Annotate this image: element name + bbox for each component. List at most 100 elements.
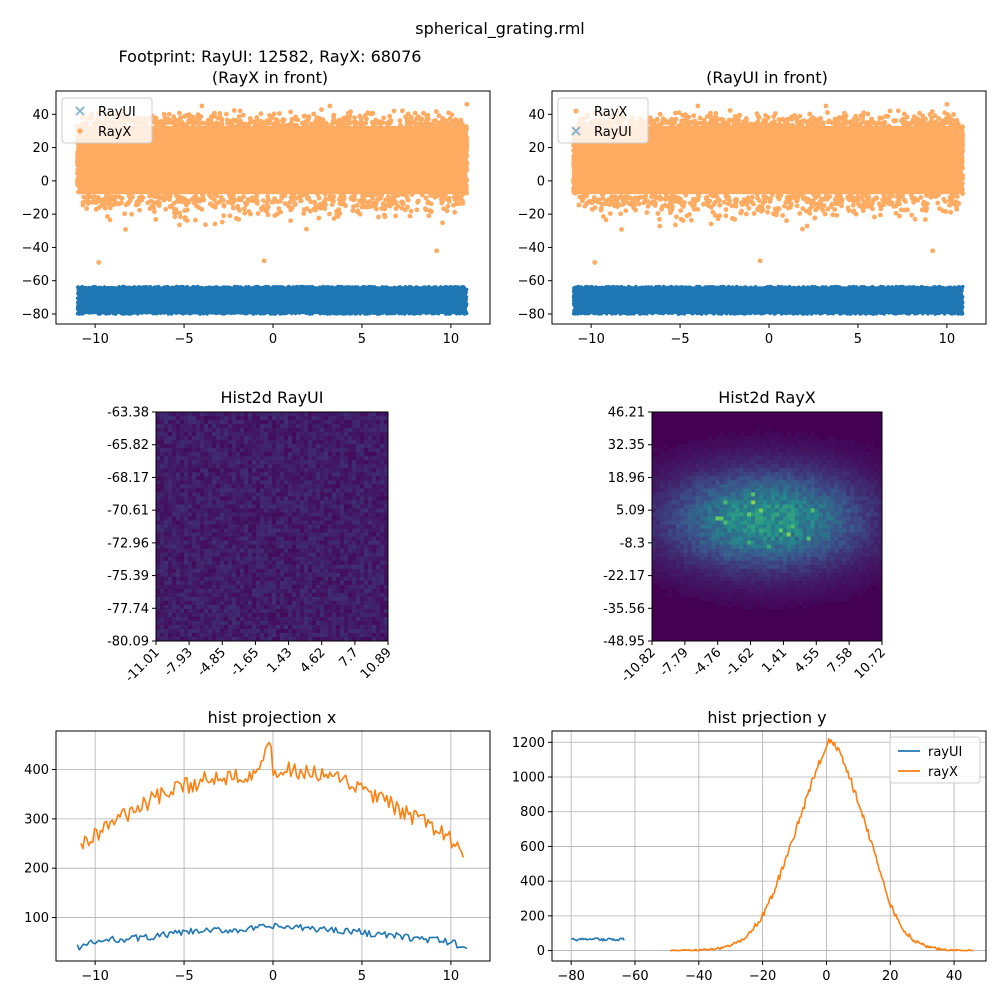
heatmap-cell: [360, 468, 365, 473]
heatmap-cell: [356, 432, 361, 437]
rayx-point: [771, 211, 776, 217]
heatmap-cell: [280, 412, 285, 417]
rayui-point: [166, 311, 171, 315]
rayx-point: [265, 212, 271, 218]
heatmap-cell: [264, 460, 269, 465]
heatmap-cell: [332, 492, 337, 497]
rayx-point: [880, 197, 885, 203]
heatmap-cell: [284, 432, 289, 437]
heatmap-cell: [336, 480, 341, 485]
heatmap-cell: [192, 428, 197, 433]
rayx-point: [197, 198, 203, 204]
rayx-point: [948, 209, 954, 215]
rayx-point: [607, 202, 613, 208]
heatmap-cell: [168, 468, 173, 473]
rayui-point: [869, 285, 873, 290]
rayui-point: [162, 311, 167, 315]
heatmap-cell: [164, 416, 169, 421]
rayx-point: [150, 193, 155, 199]
rayui-point: [332, 312, 336, 316]
heatmap-cell: [244, 476, 249, 481]
rayui-point: [393, 312, 397, 316]
rayx-point: [241, 206, 247, 212]
heatmap-cell: [360, 496, 365, 501]
heatmap-cell: [324, 440, 329, 445]
heatmap-cell: [372, 416, 377, 421]
legend-label-rayui: RayUI: [98, 105, 136, 120]
heatmap-cell: [292, 460, 297, 465]
p2-ytick-label: 40: [528, 108, 545, 123]
rayui-point: [108, 311, 112, 315]
heatmap-cell: [304, 484, 309, 489]
rayx-point: [428, 193, 433, 198]
heatmap-cell: [368, 480, 373, 485]
rayui-point: [669, 285, 674, 289]
heatmap-cell: [216, 440, 221, 445]
heatmap-cell: [252, 444, 257, 449]
heatmap-cell: [296, 432, 301, 437]
heatmap-cell: [172, 472, 177, 477]
heatmap-cell: [172, 420, 177, 425]
rayx-point: [280, 118, 286, 123]
heatmap-cell: [232, 496, 237, 501]
heatmap-cell: [360, 480, 365, 485]
heatmap-cell: [352, 424, 357, 429]
rayui-point: [77, 292, 81, 296]
rayui-point: [442, 285, 446, 289]
rayx-point: [99, 199, 105, 205]
rayx-point: [644, 198, 650, 204]
rayx-point: [371, 122, 376, 127]
heatmap-cell: [344, 452, 349, 457]
heatmap-cell: [160, 452, 165, 457]
heatmap-cell: [168, 464, 173, 469]
heatmap-cell: [288, 420, 293, 425]
rayx-point: [395, 192, 401, 198]
heatmap-cell: [264, 472, 269, 477]
rayx-point: [826, 118, 832, 124]
rayui-point: [731, 286, 735, 290]
heatmap-cell: [240, 412, 245, 417]
p2-ytick-label: −60: [518, 274, 545, 289]
rayx-point: [107, 217, 113, 223]
rayui-point: [722, 284, 726, 289]
rayui-point: [932, 285, 936, 289]
heatmap-cell: [380, 416, 385, 421]
heatmap-cell: [248, 412, 253, 417]
heatmap-cell: [328, 468, 333, 473]
rayui-point: [629, 312, 634, 316]
heatmap-cell: [236, 424, 241, 429]
heatmap-cell: [232, 492, 237, 497]
heatmap-cell: [340, 480, 345, 485]
heatmap-cell: [200, 476, 205, 481]
heatmap-cell: [164, 472, 169, 477]
rayui-point: [719, 312, 723, 316]
rayx-point: [172, 214, 178, 220]
heatmap-cell: [188, 436, 193, 441]
heatmap-cell: [208, 476, 213, 481]
heatmap-cell: [196, 472, 201, 477]
rayui-point: [264, 284, 268, 288]
heatmap-cell: [160, 484, 165, 489]
heatmap-cell: [200, 456, 205, 461]
rayui-point: [772, 312, 776, 316]
rayui-point: [576, 307, 580, 311]
rayx-point: [271, 111, 277, 117]
heatmap-cell: [224, 492, 229, 497]
heatmap-cell: [372, 452, 377, 457]
rayx-point: [94, 195, 100, 201]
heatmap-cell: [320, 492, 325, 497]
rayx-point: [206, 192, 212, 198]
heatmap-cell: [372, 464, 377, 469]
heatmap-cell: [324, 496, 329, 501]
p2-xtick-label: 10: [939, 332, 956, 347]
rayui-point: [227, 311, 231, 315]
rayui-point: [413, 312, 417, 316]
heatmap-cell: [192, 468, 197, 473]
rayui-point: [439, 285, 443, 289]
rayx-point: [319, 107, 324, 112]
rayui-point: [749, 285, 753, 289]
rayx-point: [651, 199, 657, 205]
heatmap-cell: [368, 476, 373, 481]
p1-xtick-label: −10: [81, 332, 108, 347]
heatmap-cell: [160, 464, 165, 469]
